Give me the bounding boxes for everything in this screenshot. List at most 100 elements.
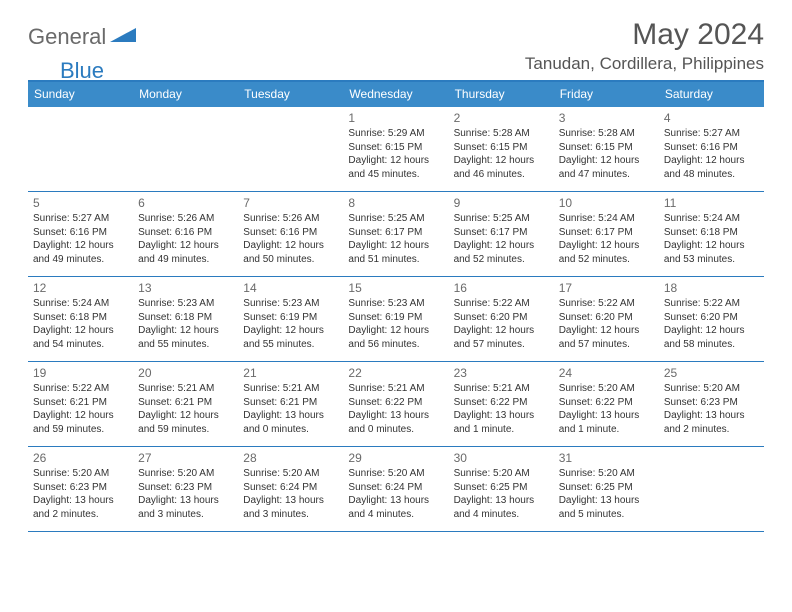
day-number: 18 <box>664 281 759 295</box>
sunrise-line: Sunrise: 5:20 AM <box>559 382 654 396</box>
sunrise-line: Sunrise: 5:22 AM <box>664 297 759 311</box>
sunrise-value: 5:21 AM <box>283 383 320 394</box>
day-info: Sunrise: 5:28 AMSunset: 6:15 PMDaylight:… <box>454 127 549 181</box>
day-number: 7 <box>243 196 338 210</box>
day-info: Sunrise: 5:22 AMSunset: 6:20 PMDaylight:… <box>454 297 549 351</box>
day-number: 4 <box>664 111 759 125</box>
sunrise-label: Sunrise: <box>138 213 177 224</box>
calendar-day-cell: 22Sunrise: 5:21 AMSunset: 6:22 PMDayligh… <box>343 362 448 446</box>
sunset-line: Sunset: 6:20 PM <box>454 311 549 325</box>
sunset-label: Sunset: <box>559 482 596 493</box>
calendar-day-cell: 8 Sunrise: 5:25 AMSunset: 6:17 PMDaylight… <box>343 192 448 276</box>
daylight-label: Daylight: <box>138 325 180 336</box>
sunrise-label: Sunrise: <box>664 128 703 139</box>
day-number: 28 <box>243 451 338 465</box>
calendar-day-cell: 2 Sunrise: 5:28 AMSunset: 6:15 PMDaylight… <box>449 107 554 191</box>
sunrise-line: Sunrise: 5:22 AM <box>33 382 128 396</box>
daylight-line: Daylight: 12 hours and 52 minutes. <box>454 239 549 266</box>
daylight-label: Daylight: <box>348 325 390 336</box>
sunset-line: Sunset: 6:19 PM <box>243 311 338 325</box>
daylight-label: Daylight: <box>454 325 496 336</box>
daylight-line: Daylight: 12 hours and 51 minutes. <box>348 239 443 266</box>
daylight-line: Daylight: 12 hours and 49 minutes. <box>33 239 128 266</box>
sunrise-label: Sunrise: <box>454 128 493 139</box>
calendar-day-cell: 19Sunrise: 5:22 AMSunset: 6:21 PMDayligh… <box>28 362 133 446</box>
day-number: 21 <box>243 366 338 380</box>
sunset-value: 6:23 PM <box>70 482 107 493</box>
daylight-line: Daylight: 13 hours and 3 minutes. <box>243 494 338 521</box>
sunset-label: Sunset: <box>243 312 280 323</box>
calendar-day-cell: 23Sunrise: 5:21 AMSunset: 6:22 PMDayligh… <box>449 362 554 446</box>
daylight-line: Daylight: 13 hours and 4 minutes. <box>454 494 549 521</box>
calendar-header-row: SundayMondayTuesdayWednesdayThursdayFrid… <box>28 82 764 107</box>
daylight-line: Daylight: 13 hours and 5 minutes. <box>559 494 654 521</box>
sunset-value: 6:23 PM <box>175 482 212 493</box>
sunset-value: 6:15 PM <box>595 142 632 153</box>
sunrise-line: Sunrise: 5:27 AM <box>33 212 128 226</box>
sunrise-label: Sunrise: <box>348 298 387 309</box>
calendar-day-cell: 1Sunrise: 5:29 AMSunset: 6:15 PMDaylight… <box>343 107 448 191</box>
sunset-label: Sunset: <box>138 397 175 408</box>
sunset-value: 6:15 PM <box>385 142 422 153</box>
sunrise-line: Sunrise: 5:27 AM <box>664 127 759 141</box>
sunrise-line: Sunrise: 5:20 AM <box>243 467 338 481</box>
sunrise-value: 5:21 AM <box>178 383 215 394</box>
day-number: 23 <box>454 366 549 380</box>
sunset-value: 6:20 PM <box>490 312 527 323</box>
calendar-day-cell: 24Sunrise: 5:20 AMSunset: 6:22 PMDayligh… <box>554 362 659 446</box>
sunset-value: 6:18 PM <box>70 312 107 323</box>
day-header: Thursday <box>449 82 554 107</box>
sunrise-label: Sunrise: <box>243 213 282 224</box>
sunset-label: Sunset: <box>559 397 596 408</box>
sunset-value: 6:23 PM <box>701 397 738 408</box>
day-info: Sunrise: 5:22 AMSunset: 6:21 PMDaylight:… <box>33 382 128 436</box>
day-number: 15 <box>348 281 443 295</box>
daylight-label: Daylight: <box>33 495 75 506</box>
sunset-label: Sunset: <box>559 312 596 323</box>
daylight-line: Daylight: 12 hours and 52 minutes. <box>559 239 654 266</box>
calendar-week-row: 1Sunrise: 5:29 AMSunset: 6:15 PMDaylight… <box>28 107 764 192</box>
calendar-day-cell: 17Sunrise: 5:22 AMSunset: 6:20 PMDayligh… <box>554 277 659 361</box>
day-number: 24 <box>559 366 654 380</box>
sunrise-label: Sunrise: <box>138 298 177 309</box>
sunrise-value: 5:23 AM <box>388 298 425 309</box>
sunrise-label: Sunrise: <box>454 383 493 394</box>
sunrise-line: Sunrise: 5:25 AM <box>348 212 443 226</box>
calendar-week-row: 19Sunrise: 5:22 AMSunset: 6:21 PMDayligh… <box>28 362 764 447</box>
sunset-label: Sunset: <box>33 482 70 493</box>
sunrise-label: Sunrise: <box>348 383 387 394</box>
sunset-line: Sunset: 6:25 PM <box>454 481 549 495</box>
daylight-line: Daylight: 13 hours and 0 minutes. <box>243 409 338 436</box>
calendar-empty-cell <box>238 107 343 191</box>
day-number: 8 <box>348 196 443 210</box>
day-number: 3 <box>559 111 654 125</box>
calendar-day-cell: 21Sunrise: 5:21 AMSunset: 6:21 PMDayligh… <box>238 362 343 446</box>
daylight-line: Daylight: 12 hours and 59 minutes. <box>138 409 233 436</box>
sunrise-value: 5:22 AM <box>703 298 740 309</box>
day-number: 13 <box>138 281 233 295</box>
sunrise-value: 5:25 AM <box>388 213 425 224</box>
day-number: 2 <box>454 111 549 125</box>
sunset-value: 6:18 PM <box>701 227 738 238</box>
sunset-line: Sunset: 6:19 PM <box>348 311 443 325</box>
sunrise-label: Sunrise: <box>664 298 703 309</box>
sunset-value: 6:24 PM <box>280 482 317 493</box>
sunset-label: Sunset: <box>454 397 491 408</box>
sunset-line: Sunset: 6:16 PM <box>138 226 233 240</box>
daylight-line: Daylight: 12 hours and 57 minutes. <box>454 324 549 351</box>
daylight-label: Daylight: <box>664 240 706 251</box>
daylight-line: Daylight: 13 hours and 1 minute. <box>454 409 549 436</box>
calendar-body: 1Sunrise: 5:29 AMSunset: 6:15 PMDaylight… <box>28 107 764 532</box>
day-number: 29 <box>348 451 443 465</box>
sunrise-line: Sunrise: 5:23 AM <box>348 297 443 311</box>
sunrise-value: 5:28 AM <box>598 128 635 139</box>
sunrise-label: Sunrise: <box>454 298 493 309</box>
sunrise-value: 5:20 AM <box>598 468 635 479</box>
day-number: 5 <box>33 196 128 210</box>
daylight-label: Daylight: <box>559 240 601 251</box>
sunset-label: Sunset: <box>664 227 701 238</box>
sunrise-line: Sunrise: 5:20 AM <box>348 467 443 481</box>
sunset-label: Sunset: <box>33 397 70 408</box>
daylight-line: Daylight: 12 hours and 49 minutes. <box>138 239 233 266</box>
sunset-line: Sunset: 6:17 PM <box>348 226 443 240</box>
